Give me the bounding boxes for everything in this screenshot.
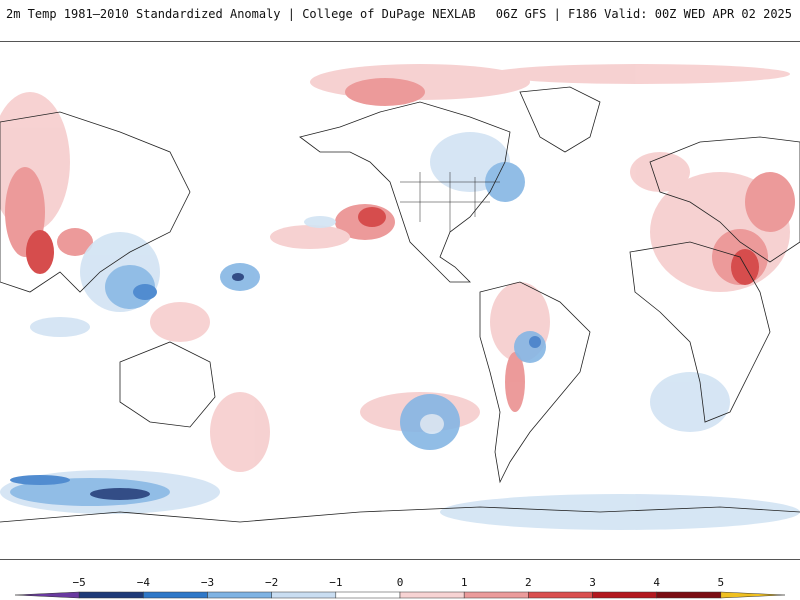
colorbar-swatch [399, 591, 465, 599]
colorbar-swatch [463, 591, 529, 599]
continent-outlines [0, 86, 800, 523]
australia-outline [119, 341, 216, 428]
colorbar-tick-label: 1 [460, 576, 468, 589]
colorbar-swatch [143, 591, 208, 599]
africa-outline [629, 241, 771, 423]
anomaly-field [0, 64, 800, 530]
warm-anomalies [0, 64, 795, 472]
colorbar-tick-label: 0 [396, 576, 404, 589]
world-map [0, 41, 800, 560]
colorbar-tick-label: −4 [136, 576, 150, 589]
colorbar [14, 591, 786, 599]
eurasia-outline [649, 136, 800, 263]
map-title: 2m Temp 1981–2010 Standardized Anomaly |… [6, 7, 476, 21]
colorbar-tick-label: −5 [72, 576, 86, 589]
colorbar-tick-label: −1 [329, 576, 343, 589]
colorbar-swatch [335, 591, 401, 599]
model-run-info: 06Z GFS | F186 Valid: 00Z WED APR 02 202… [495, 7, 792, 21]
colorbar-swatch [720, 591, 786, 599]
antarctica-outline [0, 506, 800, 523]
colorbar-swatch [271, 591, 337, 599]
colorbar-swatches [14, 591, 786, 599]
colorbar-tick-label: −3 [200, 576, 215, 589]
map-header: 2m Temp 1981–2010 Standardized Anomaly |… [0, 0, 800, 32]
colorbar-swatch [656, 591, 722, 599]
colorbar-swatch [592, 591, 657, 599]
colorbar-tick-label: 5 [717, 576, 725, 589]
greenland-outline [519, 86, 601, 153]
colorbar-swatch [14, 591, 80, 599]
cool-anomalies [0, 132, 800, 530]
colorbar-swatch [528, 591, 593, 599]
colorbar-tick-label: 3 [589, 576, 596, 589]
colorbar-tick-label: 2 [525, 576, 532, 589]
asia-west-outline [0, 111, 191, 293]
south-america-outline [479, 281, 591, 484]
colorbar-tick-label: −2 [265, 576, 279, 589]
colorbar-tick-label: 4 [653, 576, 660, 589]
colorbar-swatch [78, 591, 144, 599]
north-america-outline [299, 101, 511, 283]
us-state-lines [400, 172, 500, 232]
colorbar-swatch [207, 591, 272, 599]
